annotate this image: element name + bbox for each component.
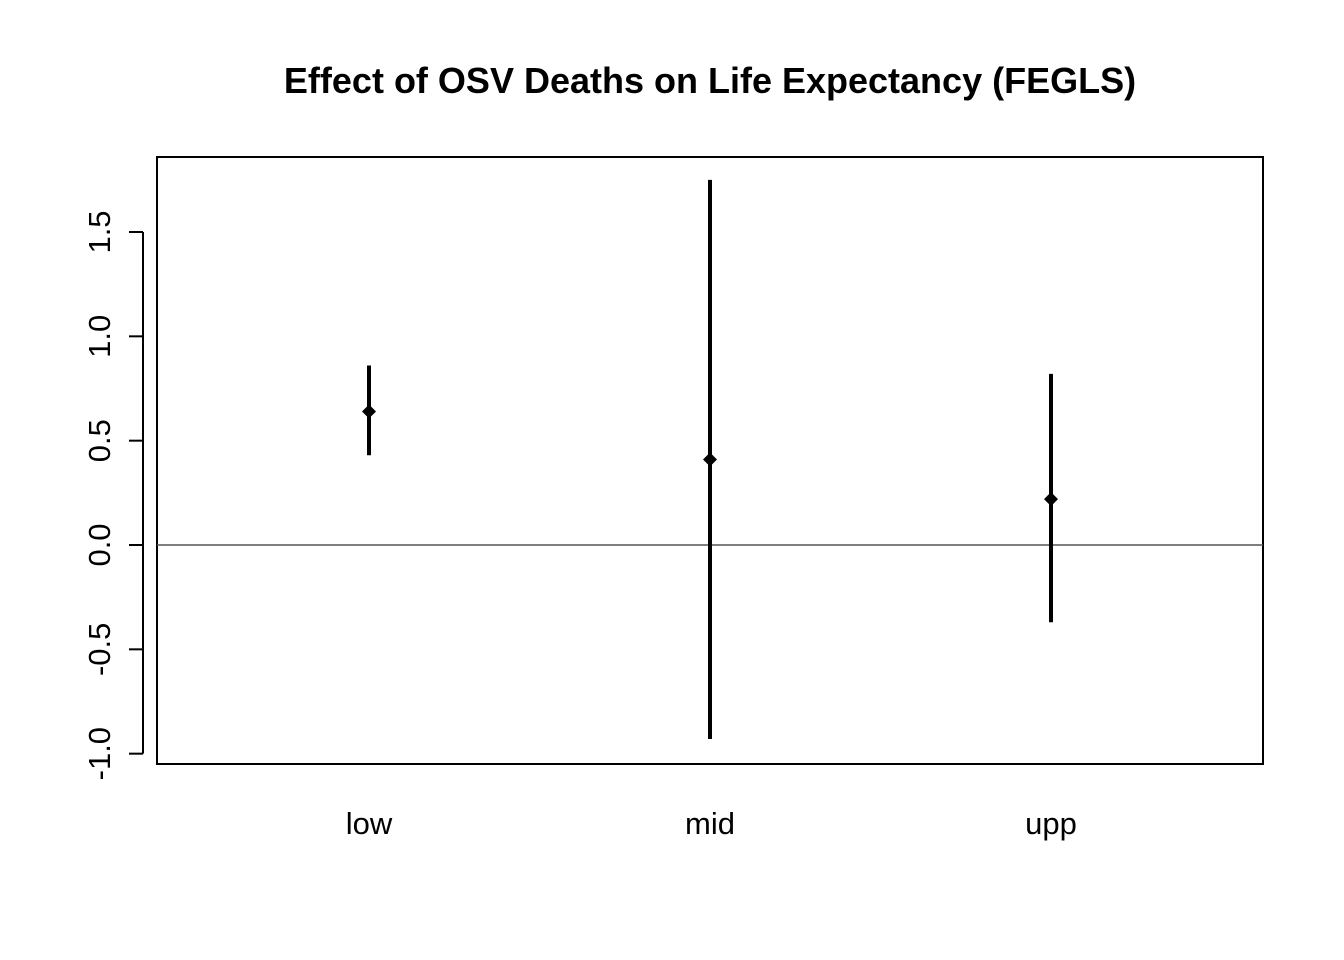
point-estimate-upp [1044,492,1058,507]
chart-marks [362,179,1058,740]
y-tick-label: 1.5 [82,210,117,253]
point-estimate-mid [703,452,717,467]
plot-frame [156,156,1264,765]
y-tick-label: 0.0 [82,523,117,566]
y-tick-label: 1.0 [82,315,117,358]
y-tick-label: 0.5 [82,419,117,462]
y-tick-label: -0.5 [82,623,117,676]
chart-title: Effect of OSV Deaths on Life Expectancy … [284,60,1136,101]
y-axis: -1.0 -0.5 0.0 0.5 1.0 1.5 [82,210,144,780]
y-tick-label: -1.0 [82,727,117,780]
x-tick-label: low [346,806,393,841]
x-tick-label: mid [685,806,735,841]
x-tick-label: upp [1025,806,1077,841]
x-axis: low mid upp [346,806,1077,841]
point-estimate-low [362,404,376,419]
